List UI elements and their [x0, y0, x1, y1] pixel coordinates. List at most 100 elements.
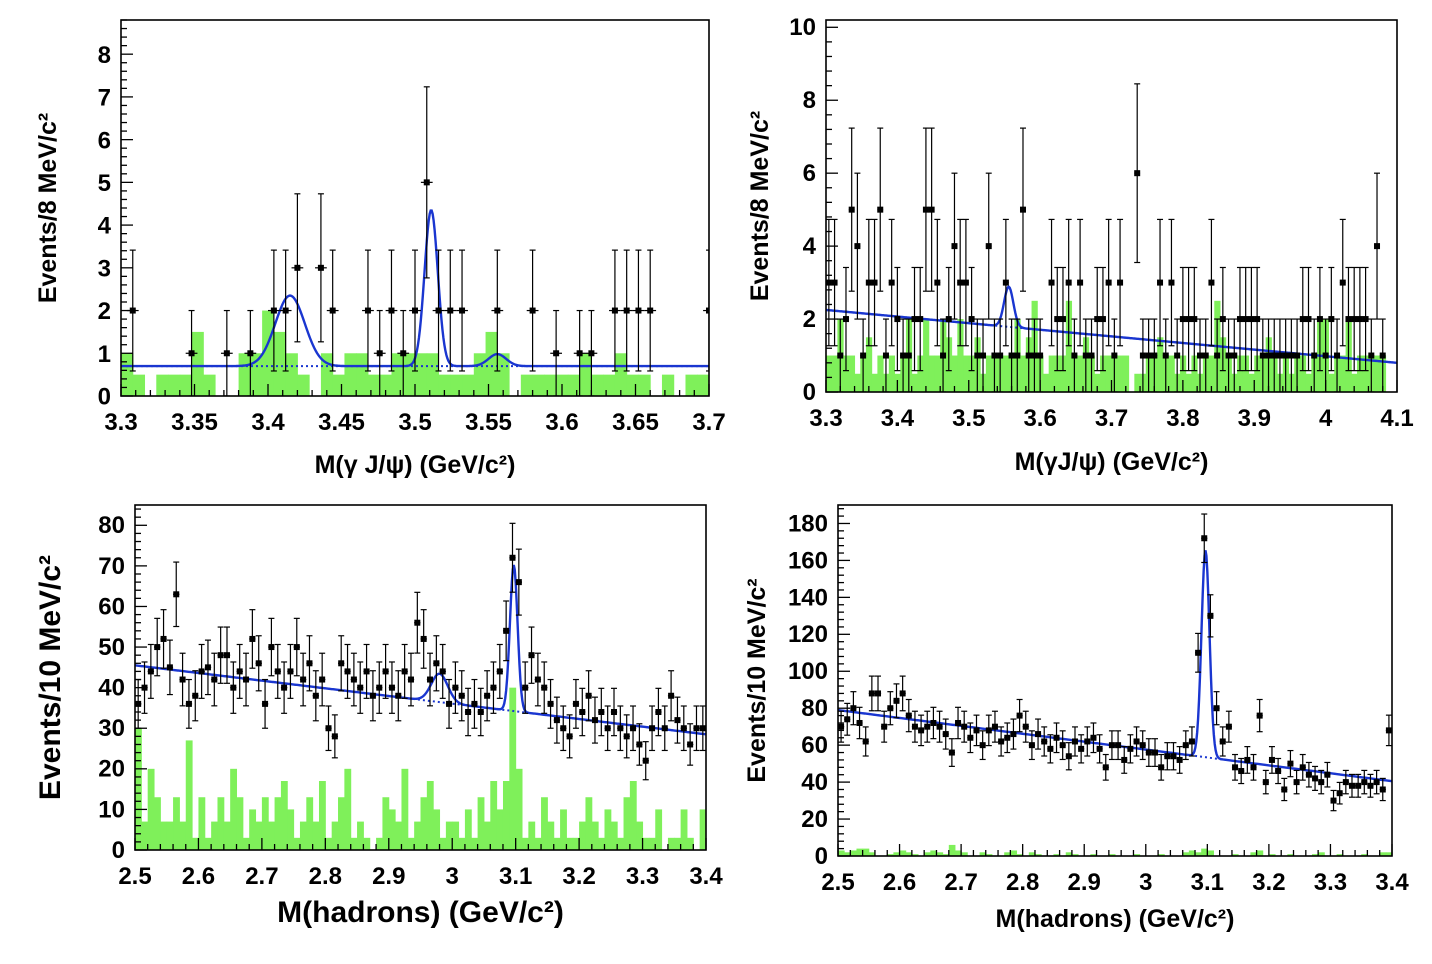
- point-marker: [1028, 742, 1035, 749]
- fill-bar: [367, 374, 381, 396]
- data-point: [1151, 738, 1159, 767]
- data-point: [973, 714, 980, 747]
- point-marker: [317, 264, 324, 271]
- data-point: [357, 661, 364, 714]
- data-point: [433, 635, 440, 692]
- y-tick-label: 20: [801, 806, 828, 833]
- point-marker: [674, 717, 681, 724]
- point-marker: [1176, 756, 1183, 763]
- fill-bar: [357, 821, 364, 850]
- fill-bar: [1182, 852, 1190, 856]
- data-point: [1115, 730, 1122, 761]
- point-marker: [166, 664, 173, 671]
- point-marker: [1275, 768, 1282, 775]
- y-tick-label: 6: [98, 127, 111, 154]
- point-marker: [865, 279, 872, 286]
- x-tick-label: 3.3: [809, 405, 842, 432]
- point-marker: [1254, 316, 1261, 323]
- fill-bar: [591, 821, 599, 850]
- point-marker: [1336, 790, 1343, 797]
- point-marker: [979, 742, 986, 749]
- point-marker: [1244, 756, 1251, 763]
- data-point: [388, 661, 396, 714]
- fill-bar: [1071, 854, 1079, 856]
- x-tick-label: 3.6: [1023, 405, 1056, 432]
- plot-frame: [837, 504, 1393, 857]
- data-point: [566, 714, 573, 759]
- point-marker: [494, 307, 501, 314]
- fill-bar: [490, 781, 498, 850]
- data-point: [1065, 742, 1072, 771]
- data-point: [877, 127, 884, 292]
- y-tick-label: 40: [98, 675, 125, 702]
- data-point: [899, 675, 906, 712]
- data-point: [1213, 691, 1220, 726]
- data-point: [1254, 266, 1261, 372]
- x-tick-label: 3.4: [689, 863, 723, 890]
- y-tick-label: 0: [98, 384, 111, 411]
- fill-bar: [1351, 373, 1358, 392]
- fill-bar: [426, 353, 440, 396]
- point-marker: [1152, 749, 1159, 756]
- point-marker: [838, 723, 845, 730]
- data-point: [674, 696, 681, 744]
- y-tick-label: 4: [98, 213, 112, 240]
- point-marker: [1025, 352, 1032, 359]
- data-point: [1071, 318, 1078, 392]
- point-marker: [980, 352, 987, 359]
- point-marker: [427, 676, 434, 683]
- data-point: [980, 318, 987, 392]
- point-marker: [1054, 316, 1061, 323]
- y-tick-label: 0: [803, 379, 816, 406]
- fill-bar: [648, 837, 656, 850]
- data-point: [432, 249, 445, 372]
- point-marker: [515, 579, 522, 586]
- data-point: [585, 309, 598, 396]
- data-point: [1096, 734, 1103, 764]
- data-point: [1010, 718, 1017, 750]
- data-point: [644, 249, 657, 372]
- x-axis-title: M(hadrons) (GeV/c²): [277, 896, 564, 929]
- point-marker: [826, 279, 832, 286]
- point-marker: [420, 635, 427, 642]
- point-marker: [223, 350, 230, 357]
- point-marker: [1328, 316, 1335, 323]
- data-point: [1342, 769, 1349, 795]
- y-tick-label: 140: [788, 584, 828, 611]
- data-point: [1099, 266, 1106, 372]
- fill-bar: [1250, 852, 1258, 856]
- point-marker: [837, 352, 844, 359]
- data-point: [957, 218, 964, 347]
- fill-bar: [1188, 850, 1196, 856]
- fill-bar: [614, 353, 628, 396]
- data-point: [1059, 730, 1066, 761]
- data-point: [911, 710, 919, 743]
- point-marker: [1355, 782, 1362, 789]
- point-marker: [1259, 352, 1266, 359]
- data-point: [865, 218, 872, 347]
- fill-bar: [297, 374, 310, 396]
- data-point: [1182, 730, 1189, 761]
- point-marker: [1305, 316, 1312, 323]
- data-point: [1219, 726, 1226, 757]
- x-tick-label: 3.45: [318, 409, 365, 436]
- fill-bar: [160, 821, 168, 850]
- fill-bar: [185, 740, 193, 850]
- fill-bar: [661, 374, 675, 396]
- point-marker: [1082, 352, 1089, 359]
- point-marker: [1168, 279, 1175, 286]
- data-point: [918, 714, 925, 747]
- point-marker: [848, 206, 855, 213]
- point-marker: [490, 684, 497, 691]
- data-point: [522, 661, 529, 714]
- point-marker: [1256, 712, 1263, 719]
- fill-bar: [1122, 355, 1130, 392]
- point-marker: [1276, 352, 1283, 359]
- x-tick-label: 3: [1139, 869, 1152, 896]
- point-marker: [1065, 753, 1072, 760]
- data-point: [1145, 738, 1152, 767]
- fill-bar: [1256, 850, 1264, 856]
- data-point: [1318, 769, 1325, 795]
- data-point: [401, 643, 408, 699]
- data-point: [445, 678, 453, 729]
